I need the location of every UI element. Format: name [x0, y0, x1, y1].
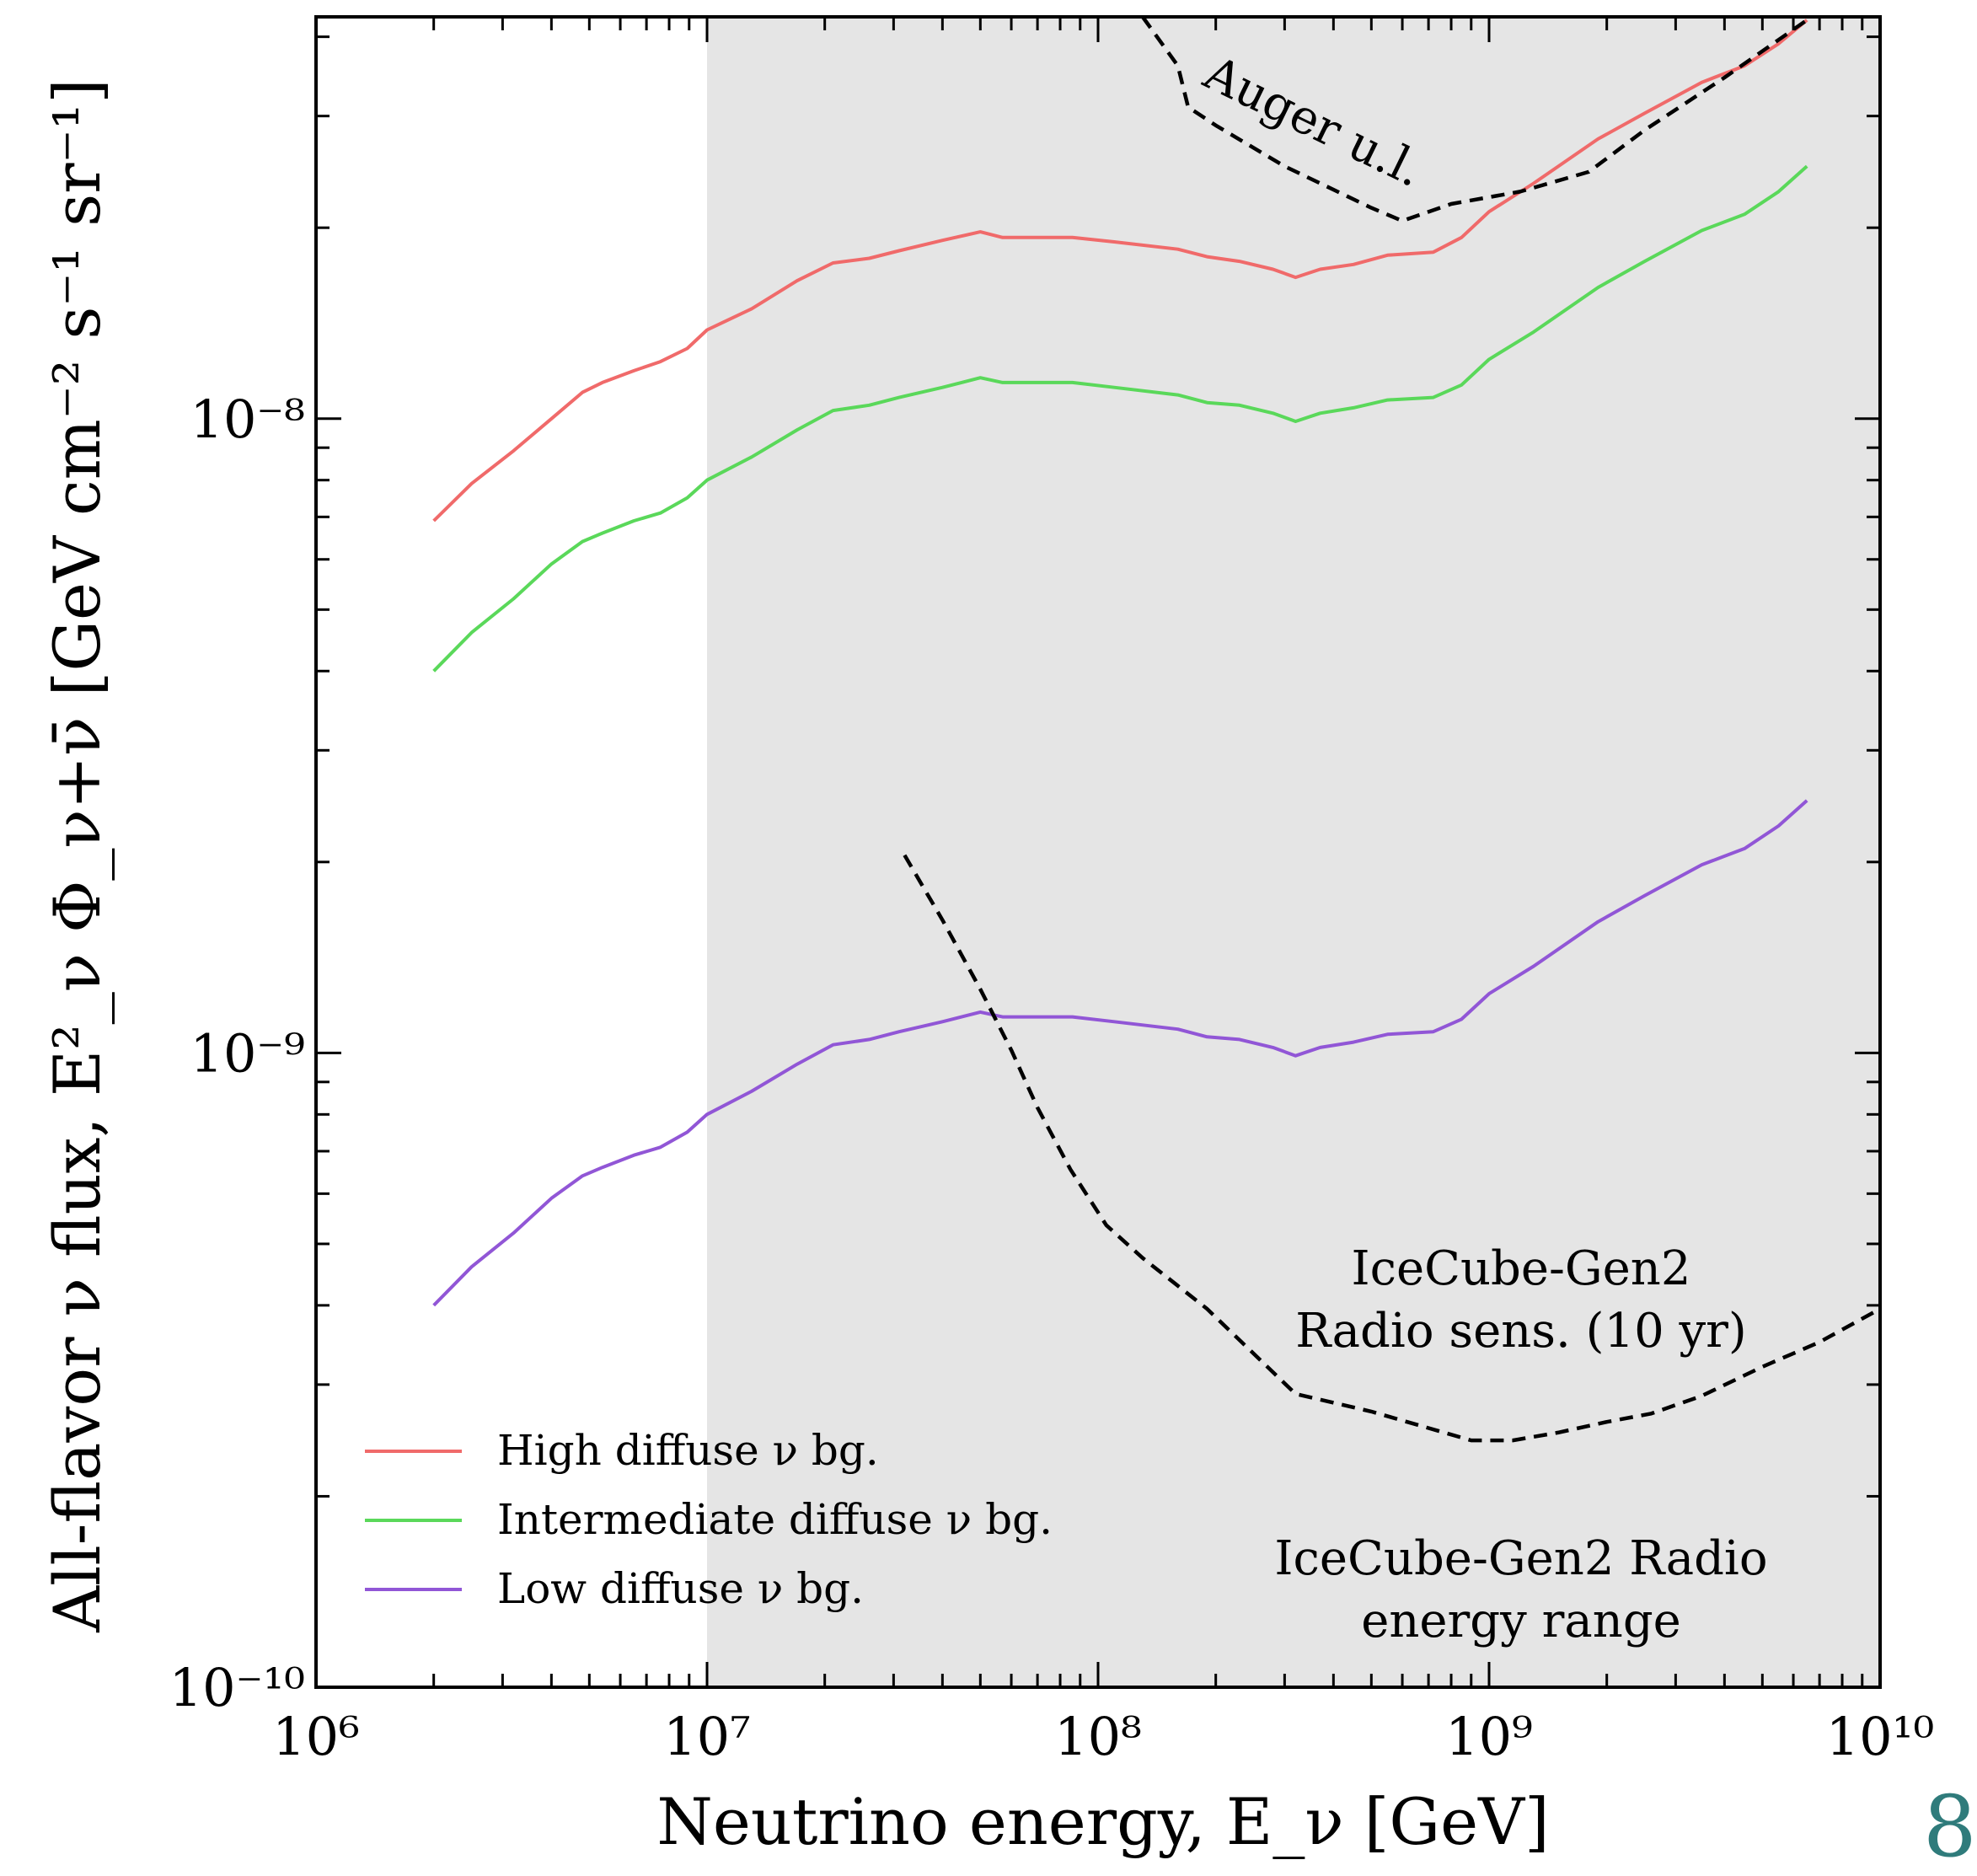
x-tick-label: 10⁶ [272, 1706, 360, 1767]
radio-energy-range-shading [707, 17, 1880, 1687]
x-tick-label: 10⁹ [1445, 1706, 1533, 1767]
x-tick-label: 10⁸ [1054, 1706, 1142, 1767]
x-axis-label: Neutrino energy, E_ν [GeV] [656, 1784, 1549, 1859]
y-tick-label: 10⁻¹⁰ [169, 1657, 305, 1718]
y-tick-label: 10⁻⁹ [190, 1022, 305, 1084]
gen2-sensitivity-annotation-line1: IceCube-Gen2 [1351, 1241, 1690, 1296]
legend-label-low: Low diffuse ν bg. [497, 1564, 864, 1613]
series-line-2 [432, 799, 1808, 1307]
series-line-4 [903, 854, 1882, 1443]
x-tick-label: 10⁷ [663, 1706, 751, 1767]
gen2-sensitivity-annotation-line2: Radio sens. (10 yr) [1295, 1304, 1747, 1359]
y-axis-label: All-flavor ν flux, E²_ν Φ_ν+ν̄ [GeV cm⁻²… [40, 78, 115, 1632]
energy-range-annotation-line2: energy range [1361, 1594, 1681, 1648]
tick-label-layer: 10⁶ 10⁷ 10⁸ 10⁹ 10¹⁰ 10⁻¹⁰ 10⁻⁹ 10⁻⁸ [169, 389, 1935, 1767]
y-tick-label: 10⁻⁸ [190, 389, 305, 450]
energy-range-annotation-line1: IceCube-Gen2 Radio [1274, 1531, 1767, 1586]
page-number: 8 [1923, 1777, 1977, 1876]
x-tick-label: 10¹⁰ [1826, 1706, 1935, 1767]
legend-label-intermediate: Intermediate diffuse ν bg. [497, 1495, 1053, 1544]
series-layer [432, 15, 1882, 1443]
legend-label-high: High diffuse ν bg. [497, 1426, 879, 1475]
series-line-1 [432, 164, 1808, 673]
legend: High diffuse ν bg. Intermediate diffuse … [365, 1426, 1053, 1613]
tick-layer [314, 17, 1882, 1689]
